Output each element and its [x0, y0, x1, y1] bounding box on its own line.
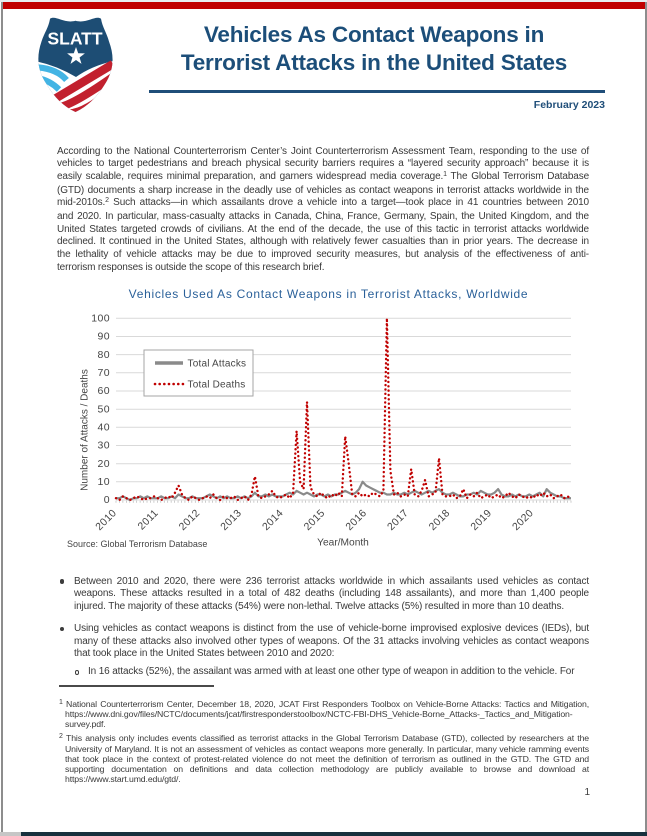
svg-text:10: 10 [98, 476, 110, 488]
svg-text:40: 40 [98, 422, 110, 434]
svg-text:Year/Month: Year/Month [317, 538, 369, 549]
svg-text:50: 50 [98, 403, 110, 415]
svg-text:20: 20 [98, 458, 110, 470]
svg-text:100: 100 [91, 313, 110, 325]
svg-text:SLATT: SLATT [47, 29, 102, 49]
svg-text:2014: 2014 [260, 507, 286, 533]
svg-text:Source: Global Terrorism Datab: Source: Global Terrorism Database [67, 539, 207, 549]
svg-text:2013: 2013 [218, 507, 244, 533]
svg-text:Number of Attacks / Deaths: Number of Attacks / Deaths [80, 369, 91, 491]
svg-text:2018: 2018 [427, 507, 453, 533]
svg-text:2020: 2020 [510, 507, 536, 533]
svg-text:90: 90 [98, 331, 110, 343]
svg-text:70: 70 [98, 367, 110, 379]
svg-text:80: 80 [98, 349, 110, 361]
svg-text:2010: 2010 [93, 507, 119, 533]
svg-text:2015: 2015 [302, 507, 328, 533]
svg-text:Total Attacks: Total Attacks [188, 359, 247, 370]
svg-text:Vehicles Used As Contact Weapo: Vehicles Used As Contact Weapons in Terr… [129, 287, 529, 301]
svg-text:2017: 2017 [385, 507, 411, 533]
svg-text:60: 60 [98, 385, 110, 397]
svg-text:30: 30 [98, 440, 110, 452]
svg-text:2011: 2011 [136, 507, 161, 532]
svg-text:0: 0 [104, 494, 110, 506]
svg-text:2016: 2016 [343, 507, 369, 533]
svg-text:Total Deaths: Total Deaths [188, 380, 246, 391]
svg-text:2019: 2019 [468, 507, 494, 533]
svg-text:2012: 2012 [177, 507, 203, 533]
